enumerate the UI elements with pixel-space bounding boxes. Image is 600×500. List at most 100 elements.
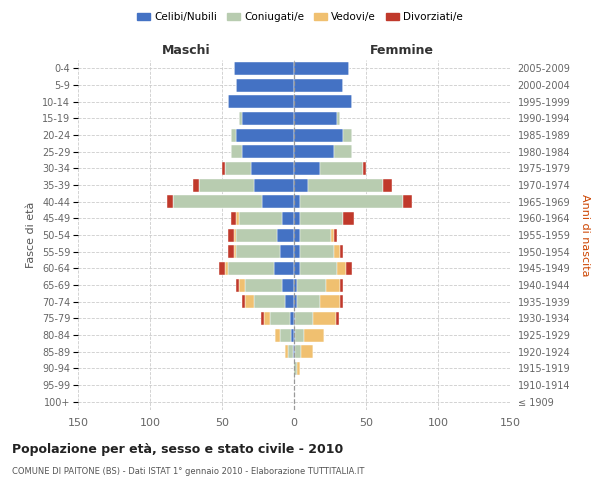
Bar	[225, 262, 228, 275]
Bar	[334, 228, 337, 241]
Bar	[346, 262, 352, 275]
Bar	[275, 328, 280, 342]
Bar	[294, 312, 295, 325]
Bar	[343, 128, 352, 141]
Bar	[236, 128, 294, 141]
Bar	[294, 278, 297, 291]
Bar	[280, 245, 294, 258]
Bar	[294, 328, 295, 342]
Bar	[294, 162, 320, 175]
Bar	[286, 295, 294, 308]
Bar	[219, 262, 225, 275]
Bar	[264, 312, 269, 325]
Bar	[294, 145, 334, 158]
Bar	[340, 295, 343, 308]
Bar	[294, 95, 352, 108]
Bar	[343, 212, 355, 225]
Bar	[193, 178, 199, 192]
Bar	[236, 212, 239, 225]
Bar	[277, 228, 294, 241]
Bar	[228, 245, 233, 258]
Bar	[254, 178, 294, 192]
Bar	[297, 295, 320, 308]
Bar	[294, 228, 300, 241]
Bar	[280, 328, 291, 342]
Bar	[228, 262, 274, 275]
Bar	[340, 245, 343, 258]
Bar	[230, 128, 236, 141]
Bar	[294, 128, 343, 141]
Bar	[300, 195, 403, 208]
Bar	[233, 245, 236, 258]
Bar	[242, 145, 294, 158]
Bar	[236, 78, 294, 92]
Bar	[239, 212, 283, 225]
Bar	[294, 62, 349, 75]
Bar	[295, 345, 301, 358]
Text: COMUNE DI PAITONE (BS) - Dati ISTAT 1° gennaio 2010 - Elaborazione TUTTITALIA.IT: COMUNE DI PAITONE (BS) - Dati ISTAT 1° g…	[12, 468, 364, 476]
Bar	[274, 262, 294, 275]
Bar	[383, 178, 392, 192]
Bar	[236, 228, 277, 241]
Text: Maschi: Maschi	[161, 44, 211, 57]
Bar	[239, 278, 245, 291]
Bar	[294, 212, 300, 225]
Legend: Celibi/Nubili, Coniugati/e, Vedovi/e, Divorziati/e: Celibi/Nubili, Coniugati/e, Vedovi/e, Di…	[133, 8, 467, 26]
Bar	[304, 328, 324, 342]
Bar	[300, 245, 334, 258]
Bar	[225, 162, 251, 175]
Bar	[199, 178, 254, 192]
Bar	[233, 228, 236, 241]
Bar	[320, 295, 340, 308]
Bar	[308, 178, 383, 192]
Bar	[294, 345, 295, 358]
Text: Popolazione per età, sesso e stato civile - 2010: Popolazione per età, sesso e stato civil…	[12, 442, 343, 456]
Bar	[326, 278, 340, 291]
Bar	[294, 112, 337, 125]
Bar	[167, 195, 173, 208]
Bar	[294, 195, 300, 208]
Bar	[251, 162, 294, 175]
Text: Femmine: Femmine	[370, 44, 434, 57]
Bar	[294, 362, 297, 375]
Bar	[291, 328, 294, 342]
Bar	[297, 362, 300, 375]
Bar	[230, 212, 236, 225]
Bar	[269, 312, 290, 325]
Bar	[320, 162, 363, 175]
Bar	[245, 295, 254, 308]
Bar	[293, 345, 294, 358]
Bar	[295, 328, 304, 342]
Bar	[254, 295, 286, 308]
Bar	[294, 262, 300, 275]
Bar	[334, 245, 340, 258]
Bar	[294, 78, 343, 92]
Y-axis label: Anni di nascita: Anni di nascita	[580, 194, 590, 276]
Bar	[245, 278, 283, 291]
Bar	[336, 312, 338, 325]
Bar	[228, 95, 294, 108]
Bar	[340, 278, 343, 291]
Bar	[363, 162, 366, 175]
Bar	[286, 345, 288, 358]
Bar	[294, 245, 300, 258]
Bar	[230, 145, 242, 158]
Bar	[337, 262, 346, 275]
Bar	[295, 312, 313, 325]
Bar	[233, 62, 294, 75]
Bar	[300, 228, 331, 241]
Bar	[261, 312, 264, 325]
Bar	[331, 228, 334, 241]
Bar	[242, 112, 294, 125]
Bar	[288, 345, 293, 358]
Bar	[239, 112, 242, 125]
Bar	[242, 295, 245, 308]
Bar	[283, 212, 294, 225]
Bar	[283, 278, 294, 291]
Bar	[297, 278, 326, 291]
Bar	[300, 212, 343, 225]
Bar	[403, 195, 412, 208]
Bar	[300, 262, 337, 275]
Bar	[236, 245, 280, 258]
Bar	[334, 145, 352, 158]
